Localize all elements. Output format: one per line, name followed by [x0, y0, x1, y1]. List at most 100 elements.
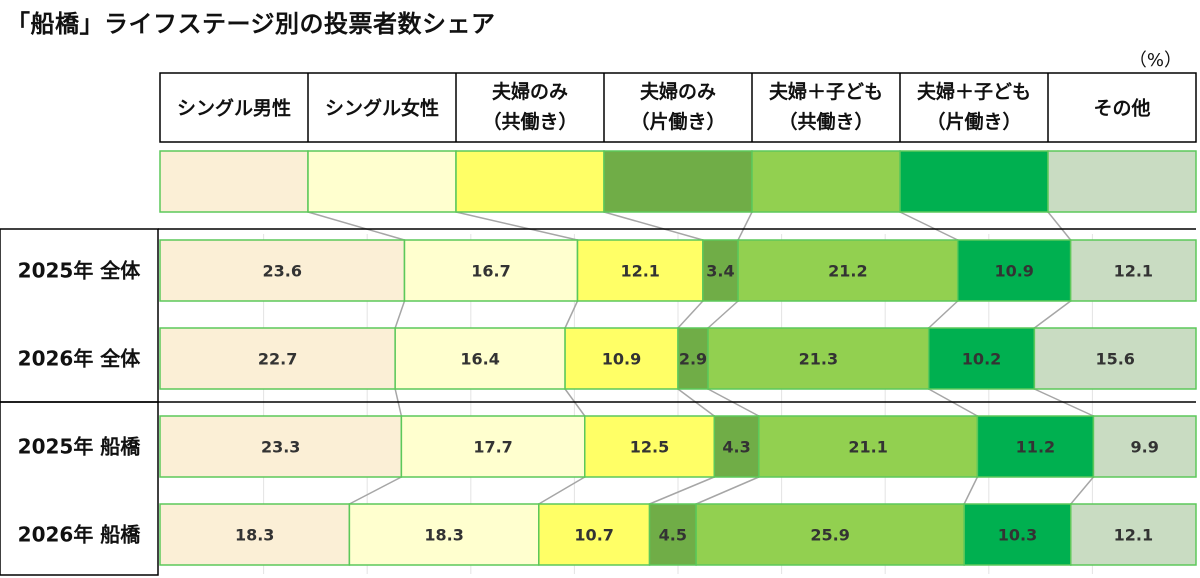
data-label: 18.3	[235, 526, 274, 545]
category-header-label: （共働き）	[778, 110, 873, 133]
data-label: 25.9	[810, 526, 849, 545]
connector-line	[603, 211, 704, 241]
category-header-label: シングル男性	[177, 97, 291, 120]
connector-line	[1070, 476, 1095, 505]
category-header: シングル男性 シングル女性 夫婦のみ （共働き） 夫婦のみ （片働き） 夫婦＋子ども （共働き…	[159, 72, 1197, 143]
bar-segment	[707, 327, 930, 390]
row-label: 2026年 全体	[18, 347, 142, 371]
bars: 23.6 16.7 12.1 3.4 21.2 10.9 12.1 22.7 16.4 10.9 2…	[159, 239, 1197, 566]
data-label: 10.9	[602, 350, 641, 369]
category-header-label: （片働き）	[630, 110, 725, 133]
connector-line	[928, 300, 959, 329]
legend-swatch	[455, 150, 605, 213]
data-label: 12.1	[1114, 262, 1153, 281]
data-label: 3.4	[706, 262, 734, 281]
bar-segment	[702, 239, 739, 302]
category-header-label: 夫婦のみ	[492, 80, 568, 103]
bar-segment	[576, 239, 704, 302]
data-label: 4.5	[659, 526, 687, 545]
connector-line	[963, 476, 979, 505]
bar-segment	[538, 503, 651, 566]
connector-line	[737, 211, 753, 241]
data-label: 16.7	[471, 262, 510, 281]
connector-line	[1033, 300, 1072, 329]
legend-swatch	[159, 150, 309, 213]
legend-swatch	[899, 150, 1049, 213]
data-label: 15.6	[1095, 350, 1134, 369]
data-label: 21.2	[828, 262, 867, 281]
legend-swatch	[751, 150, 901, 213]
bar-segment	[159, 239, 406, 302]
connector-line	[707, 300, 739, 329]
category-header-label: （片働き）	[926, 110, 1021, 133]
data-label: 10.9	[994, 262, 1033, 281]
connector-line	[695, 476, 760, 505]
legend-swatch	[307, 150, 457, 213]
connector-line	[1047, 211, 1072, 241]
category-header-label: その他	[1093, 97, 1150, 120]
unit-label: （%）	[1128, 50, 1182, 71]
bar-segment	[737, 239, 959, 302]
data-label: 16.4	[460, 350, 499, 369]
bar-segment	[695, 503, 965, 566]
bar-segment	[400, 415, 586, 478]
data-label: 10.7	[574, 526, 613, 545]
bar-segment	[963, 503, 1072, 566]
data-label: 2.9	[679, 350, 707, 369]
bar-segment	[348, 503, 540, 566]
data-label: 21.1	[848, 438, 887, 457]
bar-segment	[584, 415, 716, 478]
bar-segment	[403, 239, 579, 302]
data-label: 12.1	[1114, 526, 1153, 545]
bar-segment	[956, 239, 1072, 302]
connector-line	[538, 476, 586, 505]
connector-line	[307, 211, 405, 241]
bar-segment	[159, 415, 403, 478]
data-label: 22.7	[258, 350, 297, 369]
connector-line	[349, 476, 402, 505]
bar-segment	[1033, 327, 1197, 390]
row-label: 2025年 船橋	[18, 435, 142, 459]
data-label: 10.3	[998, 526, 1037, 545]
connector-line	[899, 211, 959, 241]
bar-segment	[758, 415, 979, 478]
group-frame-funabashi	[0, 401, 159, 576]
row-label: 2025年 全体	[18, 259, 142, 283]
connector-line	[649, 476, 715, 505]
category-header-label: シングル女性	[325, 97, 439, 120]
row-label: 2026年 船橋	[18, 523, 142, 547]
bar-segment	[713, 415, 760, 478]
data-label: 10.2	[962, 350, 1001, 369]
bar-segment	[976, 415, 1095, 478]
category-header-label: 夫婦＋子ども	[917, 80, 1031, 103]
data-label: 17.7	[473, 438, 512, 457]
group-frame-all	[0, 228, 159, 403]
legend-swatch	[603, 150, 753, 213]
bar-segment	[564, 327, 679, 390]
chart-title: 「船橋」ライフステージ別の投票者数シェア	[6, 10, 496, 38]
bar-segment	[1092, 415, 1197, 478]
row-labels: 2025年 全体 2026年 全体 2025年 船橋 2026年 船橋	[0, 228, 1196, 576]
connector-line	[394, 300, 406, 329]
bar-segment	[677, 327, 709, 390]
data-label: 23.3	[261, 438, 300, 457]
data-label: 11.2	[1016, 438, 1055, 457]
data-label: 9.9	[1131, 438, 1159, 457]
connector-line	[455, 211, 578, 241]
category-header-label: 夫婦のみ	[640, 80, 716, 103]
connector-line	[564, 300, 579, 329]
data-label: 12.5	[630, 438, 669, 457]
bar-segment	[1069, 239, 1197, 302]
data-label: 23.6	[263, 262, 302, 281]
data-label: 18.3	[424, 526, 463, 545]
header-frame	[159, 72, 1197, 143]
category-header-label: 夫婦＋子ども	[769, 80, 883, 103]
data-label: 4.3	[722, 438, 750, 457]
connector-line	[677, 300, 704, 329]
data-label: 12.1	[620, 262, 659, 281]
data-label: 21.3	[799, 350, 838, 369]
bar-segment	[1070, 503, 1197, 566]
legend-swatch	[1047, 150, 1197, 213]
category-header-label: （共働き）	[482, 110, 577, 133]
